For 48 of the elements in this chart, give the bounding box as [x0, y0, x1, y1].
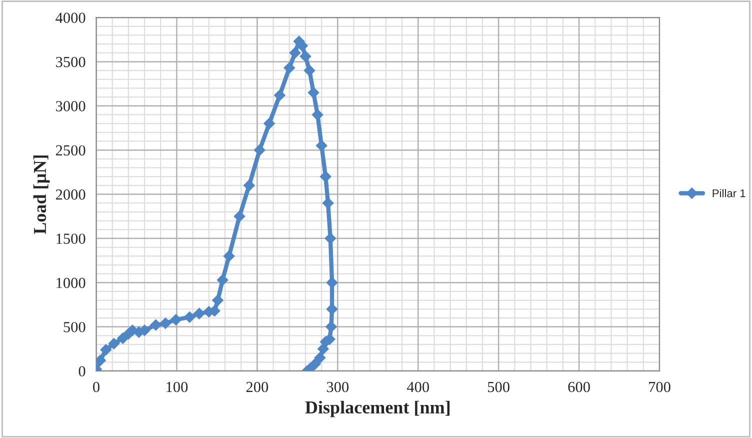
point — [254, 144, 266, 156]
y-tick-label: 1500 — [56, 234, 86, 244]
point — [244, 180, 255, 192]
point — [160, 318, 172, 329]
point — [304, 64, 316, 76]
point — [223, 250, 235, 262]
point — [316, 140, 328, 152]
y-tick-label: 1000 — [56, 278, 86, 288]
y-tick-label: 0 — [78, 366, 86, 376]
point — [318, 343, 329, 354]
y-tick-label: 3500 — [56, 56, 86, 68]
y-tick-label: 2000 — [56, 189, 86, 200]
point — [234, 210, 246, 222]
x-tick-label: 200 — [246, 382, 268, 392]
x-tick-label: 400 — [406, 382, 429, 392]
point — [308, 87, 320, 98]
point — [184, 311, 196, 323]
x-tick-label: 700 — [649, 382, 670, 392]
y-tick-label: 3000 — [56, 101, 86, 112]
point — [314, 352, 326, 364]
x-tick-label: 500 — [488, 382, 510, 392]
point — [212, 294, 224, 306]
x-tick-label: 300 — [326, 382, 349, 392]
x-axis-title: Displacement [nm] — [305, 400, 450, 418]
point — [108, 338, 120, 350]
x-tick-label: 0 — [93, 382, 100, 392]
point — [264, 118, 275, 130]
x-tick-label: 600 — [568, 382, 590, 392]
y-tick-label: 4000 — [56, 12, 86, 23]
point — [194, 308, 205, 320]
point — [312, 109, 324, 120]
point — [170, 314, 182, 326]
point — [322, 197, 334, 209]
y-tick-label: 2500 — [56, 145, 86, 156]
point — [284, 62, 295, 74]
point — [300, 50, 312, 62]
y-tick-label: 500 — [64, 322, 86, 332]
point — [274, 90, 286, 101]
point — [100, 344, 112, 356]
point — [150, 319, 162, 331]
point — [320, 170, 332, 182]
x-tick-label: 100 — [166, 382, 188, 392]
point — [216, 274, 228, 286]
point — [326, 304, 338, 315]
point — [289, 47, 301, 58]
point — [326, 321, 337, 332]
y-axis-title: Load [µN] — [33, 156, 50, 234]
legend-label: Pillar 1 — [712, 189, 746, 198]
